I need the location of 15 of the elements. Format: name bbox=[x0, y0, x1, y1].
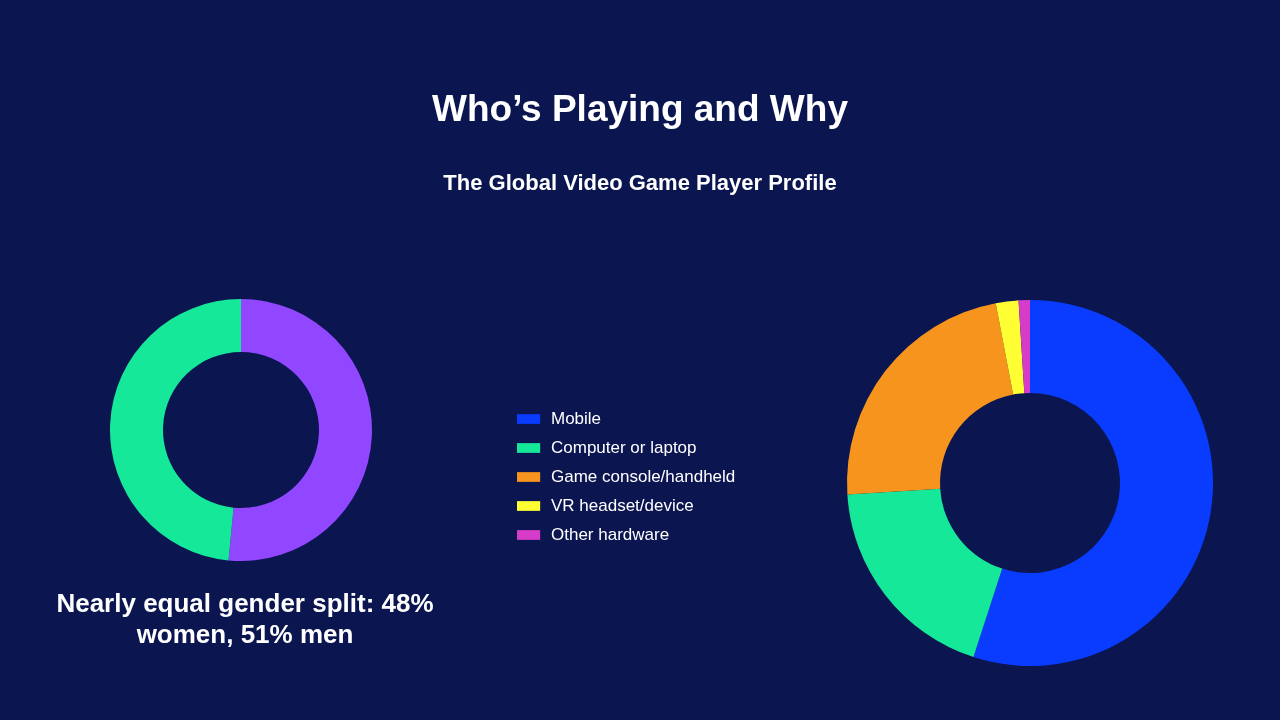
donut-slice bbox=[1018, 300, 1030, 394]
donut-slice bbox=[847, 488, 1003, 658]
donut-slice bbox=[228, 299, 372, 561]
legend-label: Other hardware bbox=[551, 525, 670, 544]
legend-label: VR headset/device bbox=[551, 496, 694, 515]
donut-slice bbox=[995, 300, 1025, 395]
donut-slice bbox=[973, 300, 1213, 666]
text: Nearly equal gender split: 48% women, 51% men bbox=[55, 588, 435, 650]
donut-slice bbox=[110, 299, 241, 561]
text: Who’s Playing and Why bbox=[431, 88, 849, 130]
legend-label: Game console/handheld bbox=[551, 467, 736, 486]
donut-slice bbox=[847, 303, 1014, 495]
legend-label: Computer or laptop bbox=[551, 438, 697, 457]
legend-label: Mobile bbox=[551, 409, 602, 428]
text: The Global Video Game Player Profile bbox=[442, 170, 838, 196]
